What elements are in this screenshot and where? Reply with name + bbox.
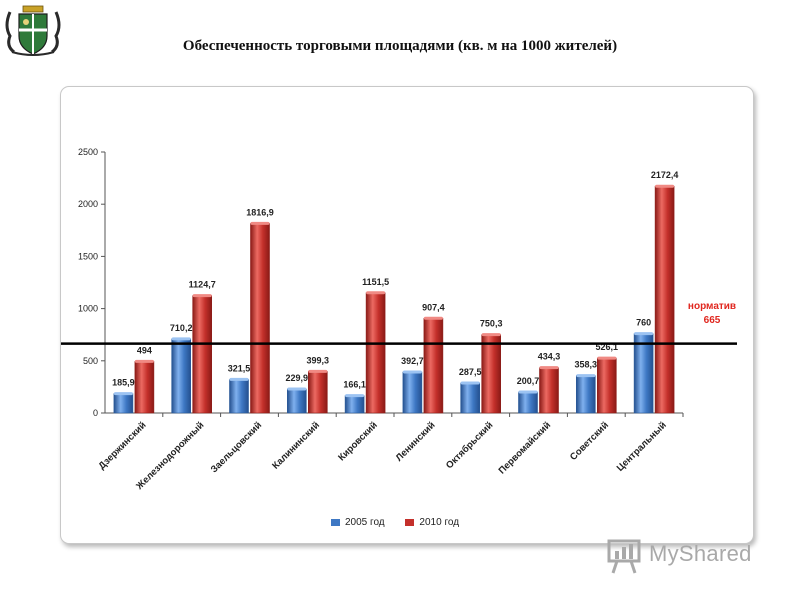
bar-2005 bbox=[229, 379, 249, 414]
data-label: 1151,5 bbox=[362, 277, 389, 287]
watermark-text: MyShared bbox=[649, 541, 752, 566]
x-tick-label: Центральный bbox=[615, 420, 669, 474]
bar-top-cap bbox=[423, 316, 443, 320]
bar-top-cap bbox=[134, 359, 154, 363]
legend-item-2005: 2005 год bbox=[331, 517, 385, 528]
bar-2010 bbox=[250, 223, 270, 414]
bar-2010 bbox=[192, 295, 212, 414]
bar-top-cap bbox=[345, 394, 365, 398]
y-tick-label: 2500 bbox=[78, 147, 98, 157]
data-label: 710,2 bbox=[170, 323, 193, 333]
data-label: 750,3 bbox=[480, 319, 503, 329]
coat-of-arms-emblem bbox=[5, 5, 61, 56]
bar-top-cap bbox=[655, 184, 675, 188]
bar-top-cap bbox=[308, 369, 328, 373]
norm-label: норматив bbox=[688, 301, 736, 312]
bar-top-cap bbox=[460, 381, 480, 385]
y-tick-label: 2000 bbox=[78, 199, 98, 209]
bar-2010 bbox=[308, 371, 328, 414]
x-tick-label: Дзержинский bbox=[97, 420, 149, 472]
bar-top-cap bbox=[634, 332, 654, 336]
bar-top-cap bbox=[192, 294, 212, 298]
chart-legend: 2005 год 2010 год bbox=[331, 517, 477, 529]
bar-top-cap bbox=[113, 392, 133, 396]
bar-top-cap bbox=[287, 387, 307, 391]
legend-swatch-2010 bbox=[405, 519, 415, 526]
bar-2005 bbox=[287, 388, 307, 414]
data-label: 434,3 bbox=[538, 352, 561, 362]
bar-2005 bbox=[113, 393, 134, 414]
bar-top-cap bbox=[518, 390, 538, 394]
legend-label-2005: 2005 год bbox=[345, 517, 385, 528]
bar-top-cap bbox=[481, 333, 501, 337]
bar-2010 bbox=[654, 185, 675, 414]
data-label: 907,4 bbox=[422, 302, 445, 312]
bar-2010 bbox=[539, 367, 559, 414]
y-tick-label: 0 bbox=[93, 408, 98, 418]
bar-2005 bbox=[460, 382, 481, 414]
bar-2005 bbox=[575, 375, 596, 414]
data-label: 392,7 bbox=[401, 356, 424, 366]
legend-item-2010: 2010 год bbox=[405, 517, 459, 528]
y-tick-label: 500 bbox=[83, 356, 98, 366]
bar-top-cap bbox=[576, 374, 596, 378]
data-label: 358,3 bbox=[575, 360, 598, 370]
x-tick-label: Калининский bbox=[270, 420, 322, 472]
bar-2010 bbox=[134, 361, 155, 414]
legend-swatch-2005 bbox=[331, 519, 340, 526]
page-title: Обеспеченность торговыми площадями (кв. … bbox=[182, 38, 618, 54]
data-label: 287,5 bbox=[459, 367, 482, 377]
bar-2005 bbox=[633, 333, 654, 414]
data-label: 399,3 bbox=[307, 355, 330, 365]
bar-top-cap bbox=[171, 337, 191, 341]
bar-top-cap bbox=[250, 221, 270, 225]
presentation-board-icon bbox=[607, 539, 641, 574]
bar-2010 bbox=[365, 292, 386, 414]
legend-label-2010: 2010 год bbox=[419, 517, 460, 528]
data-label: 229,9 bbox=[286, 373, 309, 383]
bar-2010 bbox=[596, 357, 617, 414]
data-label: 526,1 bbox=[596, 342, 619, 352]
data-label: 185,9 bbox=[112, 378, 135, 388]
bar-2010 bbox=[481, 334, 502, 414]
bar-top-cap bbox=[402, 370, 422, 374]
data-label: 760 bbox=[636, 318, 651, 328]
data-label: 1816,9 bbox=[246, 207, 274, 217]
data-label: 321,5 bbox=[228, 363, 251, 373]
bar-top-cap bbox=[366, 291, 386, 295]
data-label: 1124,7 bbox=[189, 280, 216, 290]
x-tick-label: Заельцовский bbox=[209, 420, 265, 476]
bar-chart: 0 500 1000 1500 2000 2500 185,9 494 Дзержинский 7… bbox=[61, 147, 737, 493]
y-tick-label: 1000 bbox=[78, 304, 98, 314]
data-label: 2172,4 bbox=[651, 170, 679, 180]
y-tick-label: 1500 bbox=[78, 251, 98, 261]
norm-value-label: 665 bbox=[704, 315, 721, 326]
bar-2005 bbox=[171, 338, 191, 414]
bar-top-cap bbox=[229, 377, 249, 381]
chart-frame: 0 500 1000 1500 2000 2500 185,9 494 Дзержинский 7… bbox=[60, 86, 754, 544]
data-label: 200,7 bbox=[517, 376, 540, 386]
bar-2005 bbox=[344, 395, 365, 414]
bar-2010 bbox=[423, 317, 444, 414]
bar-top-cap bbox=[539, 366, 559, 370]
bar-2005 bbox=[402, 371, 423, 414]
x-tick-label: Советский bbox=[568, 420, 611, 463]
data-label: 166,1 bbox=[343, 380, 366, 390]
watermark-logo: MyShared bbox=[605, 535, 765, 575]
bar-top-cap bbox=[597, 356, 617, 360]
x-tick-label: Октябрьский bbox=[444, 420, 495, 471]
data-label: 494 bbox=[137, 345, 152, 355]
x-tick-label: Кировский bbox=[336, 420, 380, 464]
x-tick-label: Ленинский bbox=[394, 420, 438, 464]
bar-2005 bbox=[518, 391, 538, 414]
x-tick-label: Первомайский bbox=[497, 420, 554, 477]
